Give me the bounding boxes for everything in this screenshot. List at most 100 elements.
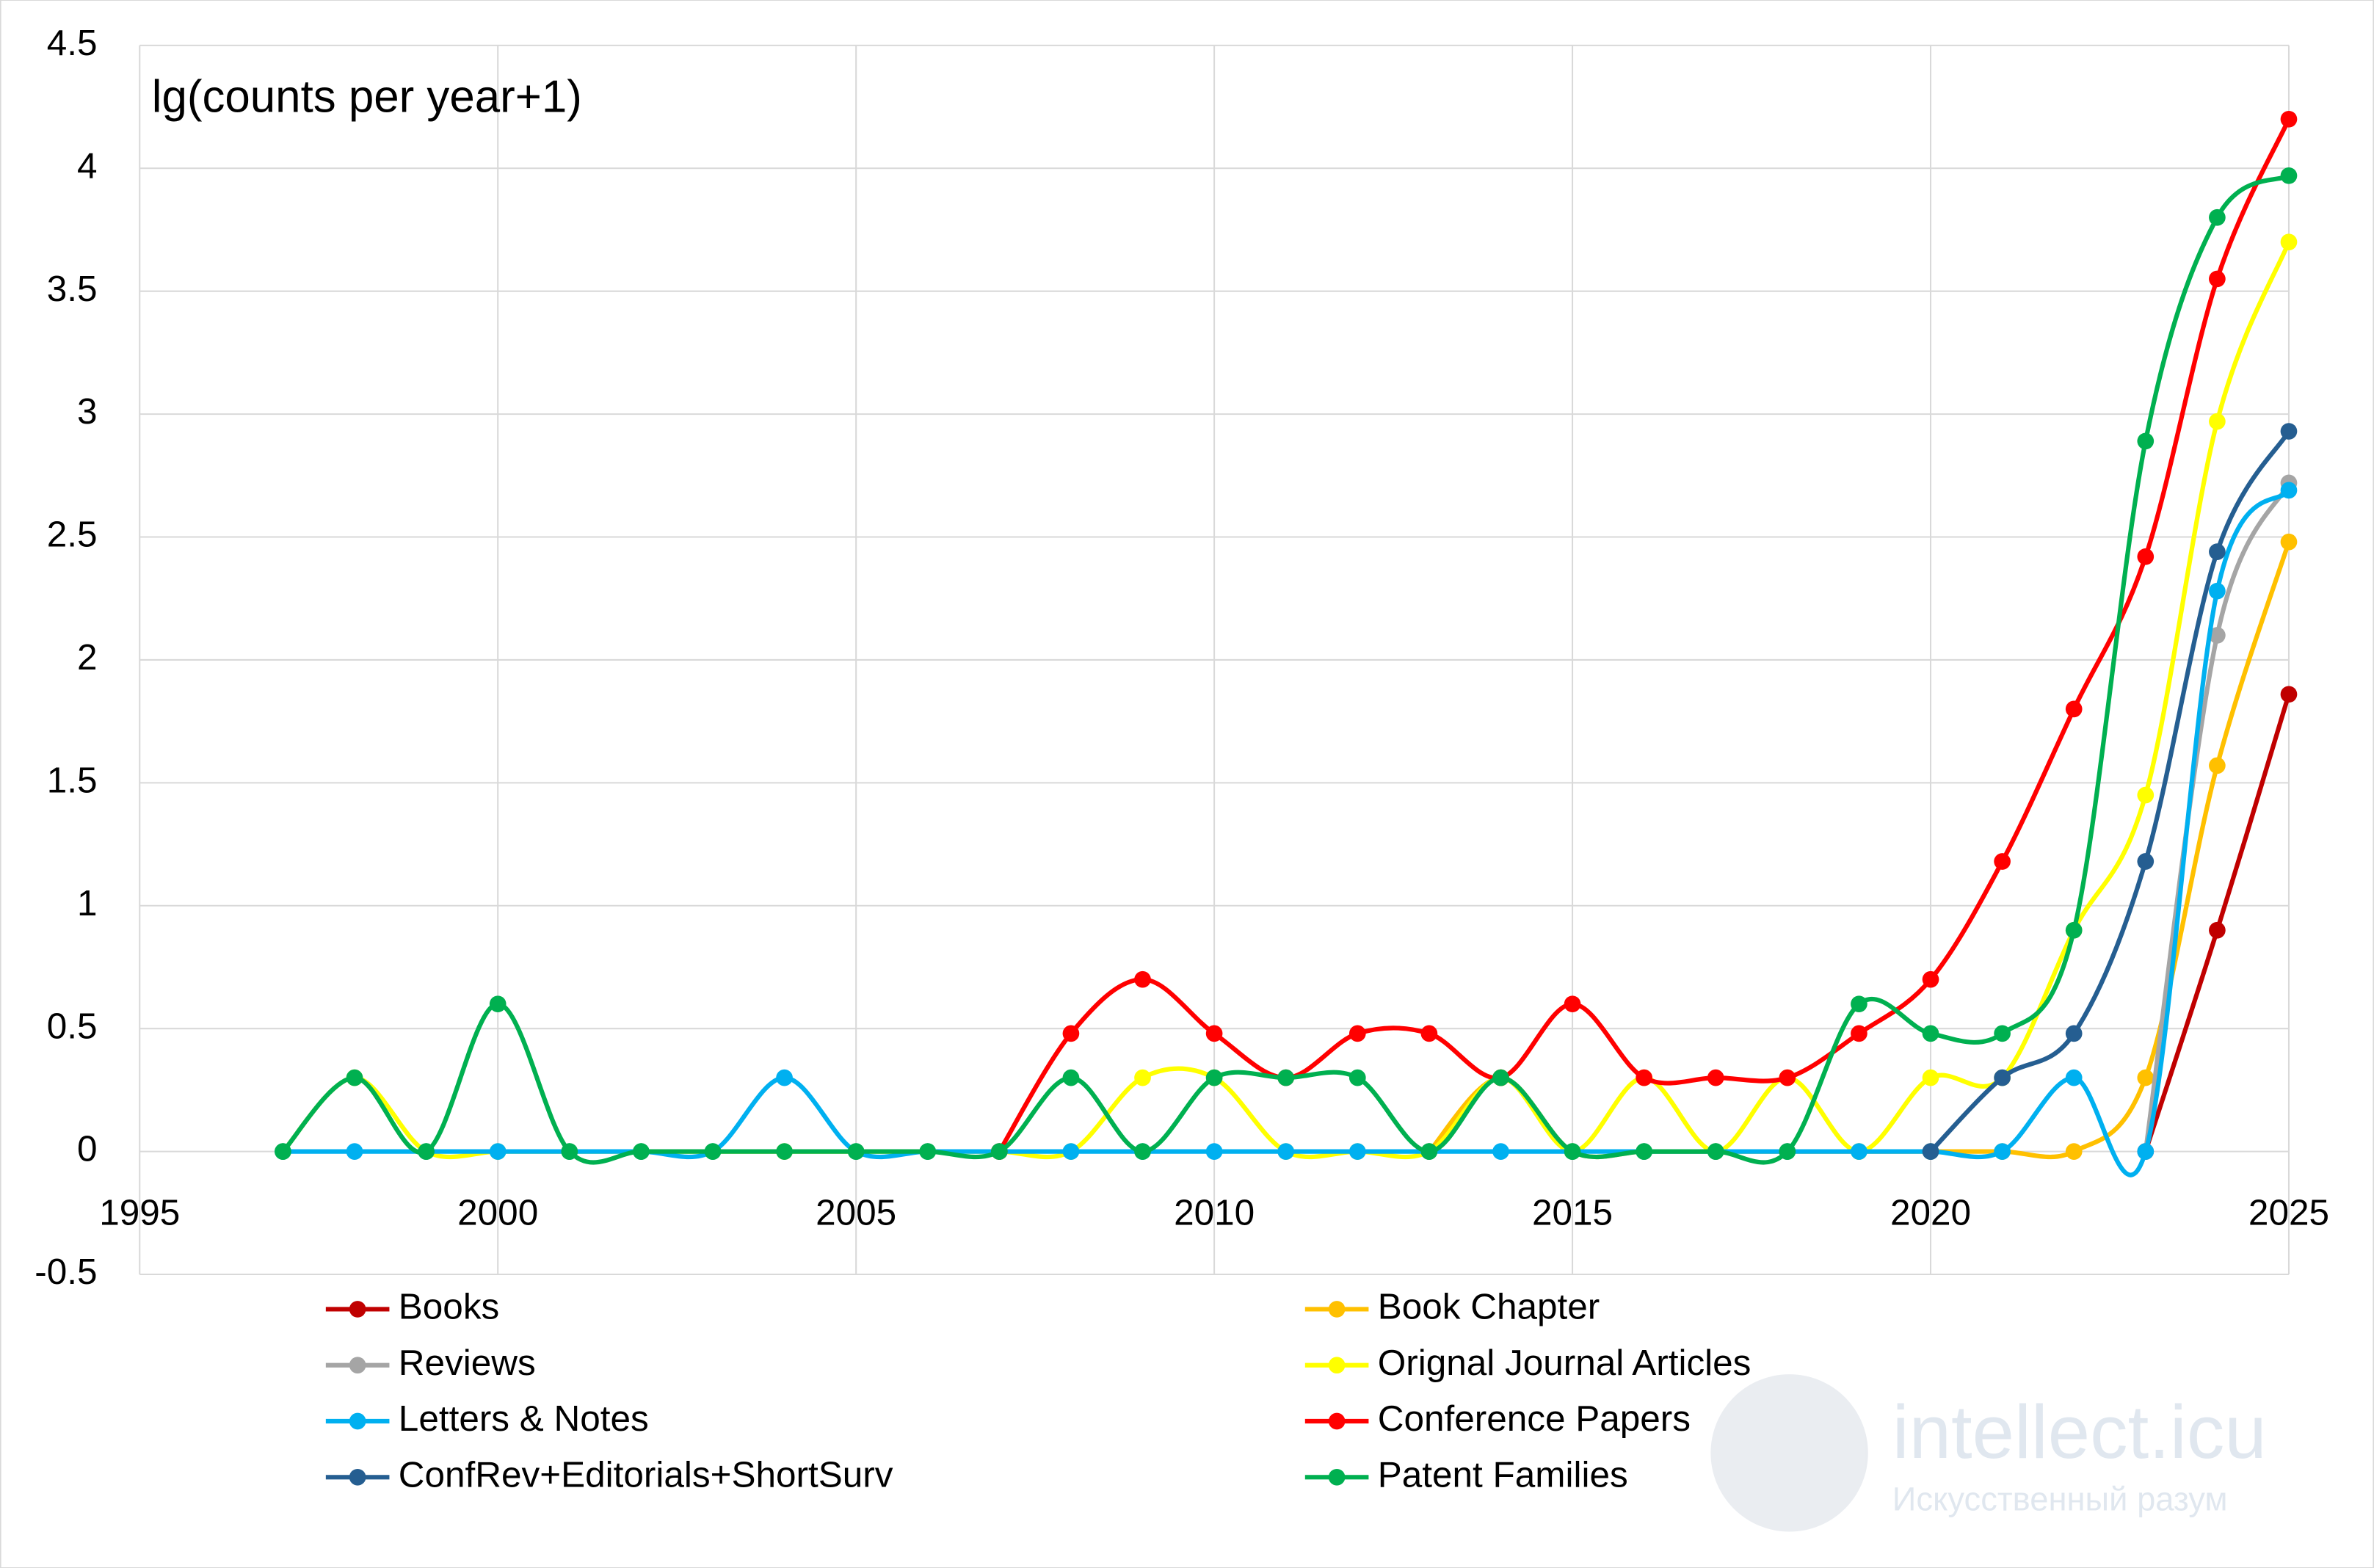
data-point [1851,1143,1867,1160]
y-tick-label: 3 [77,391,98,432]
data-point [1779,1069,1796,1086]
data-point [1420,1143,1438,1160]
x-tick-label: 2015 [1532,1192,1613,1233]
legend-marker [349,1412,366,1430]
y-tick-label: 3.5 [47,269,98,309]
data-point [275,1143,291,1160]
data-point [991,1143,1008,1160]
data-point [1348,1025,1366,1042]
data-point [1922,1025,1939,1042]
data-point [1994,1143,2011,1160]
data-point [1994,1025,2011,1042]
data-point [776,1069,793,1086]
data-point [1636,1143,1652,1160]
data-point [561,1143,578,1160]
data-point [2137,432,2155,450]
data-point [847,1143,865,1160]
watermark: intellect.icu Искусственный разум [1710,1374,2267,1532]
data-point [1922,1143,1939,1160]
data-point [1994,853,2011,870]
y-tick-label: 2 [77,637,98,678]
data-point [1851,995,1867,1013]
axis-annotation: lg(counts per year+1) [152,71,582,122]
data-point [2137,548,2155,565]
data-point [2209,543,2226,560]
legend-label: ConfRev+Editorials+ShortSurv [399,1454,893,1495]
data-point [1277,1143,1295,1160]
watermark-logo [1710,1374,1868,1532]
data-point [704,1143,722,1160]
legend-marker [1328,1468,1346,1486]
y-tick-label: 1.5 [47,760,98,800]
data-point [1205,1025,1223,1042]
data-point [346,1069,363,1086]
data-point [2280,533,2298,551]
legend-marker [1328,1412,1346,1430]
data-point [1420,1025,1438,1042]
series-line [2143,482,2291,1153]
data-point [1205,1069,1223,1086]
data-point [1492,1069,1509,1086]
legend-marker [349,1301,366,1318]
data-point [776,1143,793,1160]
data-point [2209,582,2226,600]
legend-marker [349,1357,366,1374]
data-point [2280,110,2298,128]
data-point [2280,686,2298,703]
y-tick-label: 4 [77,145,98,186]
data-point [2280,233,2298,251]
data-point [1564,995,1581,1013]
x-tick-label: 2005 [816,1192,896,1233]
legend-label: Book Chapter [1378,1287,1600,1327]
y-tick-label: 0 [77,1129,98,1169]
data-point [1062,1025,1080,1042]
y-tick-label: 2.5 [47,515,98,555]
y-tick-label: 1 [77,883,98,923]
x-tick-label: 2025 [2248,1192,2329,1233]
y-tick-label: -0.5 [35,1252,97,1292]
data-point [2137,1143,2155,1160]
data-point [489,995,507,1013]
data-point [2137,853,2155,870]
data-point [2137,786,2155,804]
data-point [1062,1069,1080,1086]
data-point [1277,1069,1295,1086]
data-point [919,1143,937,1160]
legend-marker [349,1468,366,1486]
data-point [633,1143,650,1160]
data-point [2209,270,2226,288]
data-point [1348,1069,1366,1086]
legend-marker [1328,1301,1346,1318]
legend-label: Conference Papers [1378,1398,1691,1439]
data-point [489,1143,507,1160]
data-point [2065,921,2083,939]
data-point [1922,1069,1939,1086]
data-point [1134,1069,1151,1086]
x-tick-label: 1995 [99,1192,180,1233]
legend-label: Books [399,1287,499,1327]
data-point [2209,921,2226,939]
data-point [2065,1143,2083,1160]
data-point [1348,1143,1366,1160]
legend-marker [1328,1357,1346,1374]
data-point [2065,1069,2083,1086]
data-point [418,1143,435,1160]
data-point [2209,208,2226,226]
data-point [2137,1069,2155,1086]
data-point [346,1143,363,1160]
x-tick-label: 2020 [1890,1192,1971,1233]
data-point [1707,1143,1724,1160]
y-tick-label: 4.5 [47,23,98,63]
data-point [2280,482,2298,499]
data-point [1062,1143,1080,1160]
data-point [1564,1143,1581,1160]
legend-label: Letters & Notes [399,1398,649,1439]
data-point [2065,700,2083,718]
x-tick-label: 2010 [1174,1192,1255,1233]
data-point [2280,167,2298,184]
data-point [2065,1025,2083,1042]
watermark-subtitle: Искусственный разум [1892,1480,2228,1517]
x-tick-label: 2000 [457,1192,538,1233]
